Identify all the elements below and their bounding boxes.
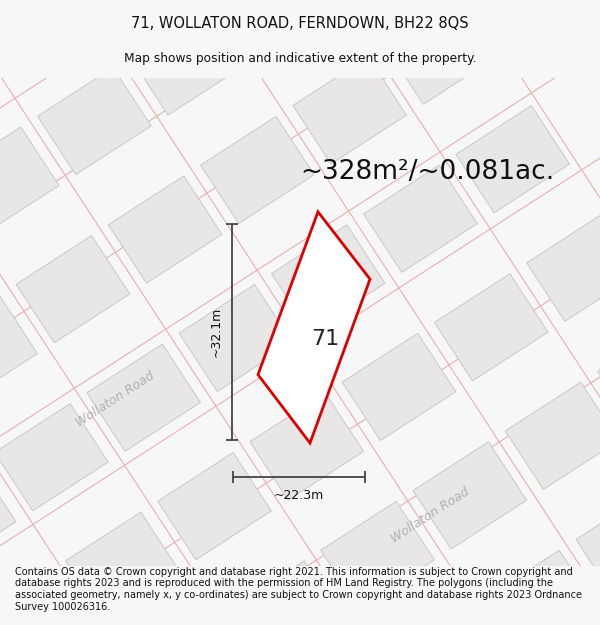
Polygon shape xyxy=(109,176,222,283)
Polygon shape xyxy=(0,463,16,571)
Text: ~32.1m: ~32.1m xyxy=(209,307,223,357)
Polygon shape xyxy=(0,0,80,66)
Text: ~22.3m: ~22.3m xyxy=(274,489,324,502)
Text: Wollaton Road: Wollaton Road xyxy=(388,485,472,546)
Polygon shape xyxy=(179,284,293,392)
Text: Contains OS data © Crown copyright and database right 2021. This information is : Contains OS data © Crown copyright and d… xyxy=(15,567,582,612)
Polygon shape xyxy=(342,333,456,441)
Polygon shape xyxy=(0,404,108,511)
Polygon shape xyxy=(200,116,314,224)
Polygon shape xyxy=(385,0,499,104)
Polygon shape xyxy=(0,572,87,625)
Polygon shape xyxy=(505,382,600,489)
Text: ~328m²/~0.081ac.: ~328m²/~0.081ac. xyxy=(300,159,554,184)
Polygon shape xyxy=(527,214,600,321)
Polygon shape xyxy=(0,295,37,402)
Polygon shape xyxy=(222,0,335,56)
Polygon shape xyxy=(250,393,364,500)
Polygon shape xyxy=(434,274,548,381)
Polygon shape xyxy=(130,8,244,115)
Polygon shape xyxy=(392,610,505,625)
Text: 71, WOLLATON ROAD, FERNDOWN, BH22 8QS: 71, WOLLATON ROAD, FERNDOWN, BH22 8QS xyxy=(131,16,469,31)
Polygon shape xyxy=(0,127,59,234)
Polygon shape xyxy=(413,442,527,549)
Polygon shape xyxy=(229,561,342,625)
Polygon shape xyxy=(576,491,600,598)
Polygon shape xyxy=(65,512,179,619)
Polygon shape xyxy=(271,225,385,332)
Text: Wollaton Road: Wollaton Road xyxy=(73,369,157,430)
Polygon shape xyxy=(158,452,271,560)
Polygon shape xyxy=(38,68,151,174)
Polygon shape xyxy=(16,236,130,342)
Polygon shape xyxy=(258,212,370,443)
Polygon shape xyxy=(87,344,200,451)
Text: Map shows position and indicative extent of the property.: Map shows position and indicative extent… xyxy=(124,52,476,65)
Polygon shape xyxy=(456,106,569,212)
Polygon shape xyxy=(484,550,598,625)
Polygon shape xyxy=(293,57,406,164)
Polygon shape xyxy=(321,501,434,609)
Polygon shape xyxy=(598,322,600,430)
Polygon shape xyxy=(364,165,477,272)
Text: 71: 71 xyxy=(311,329,339,349)
